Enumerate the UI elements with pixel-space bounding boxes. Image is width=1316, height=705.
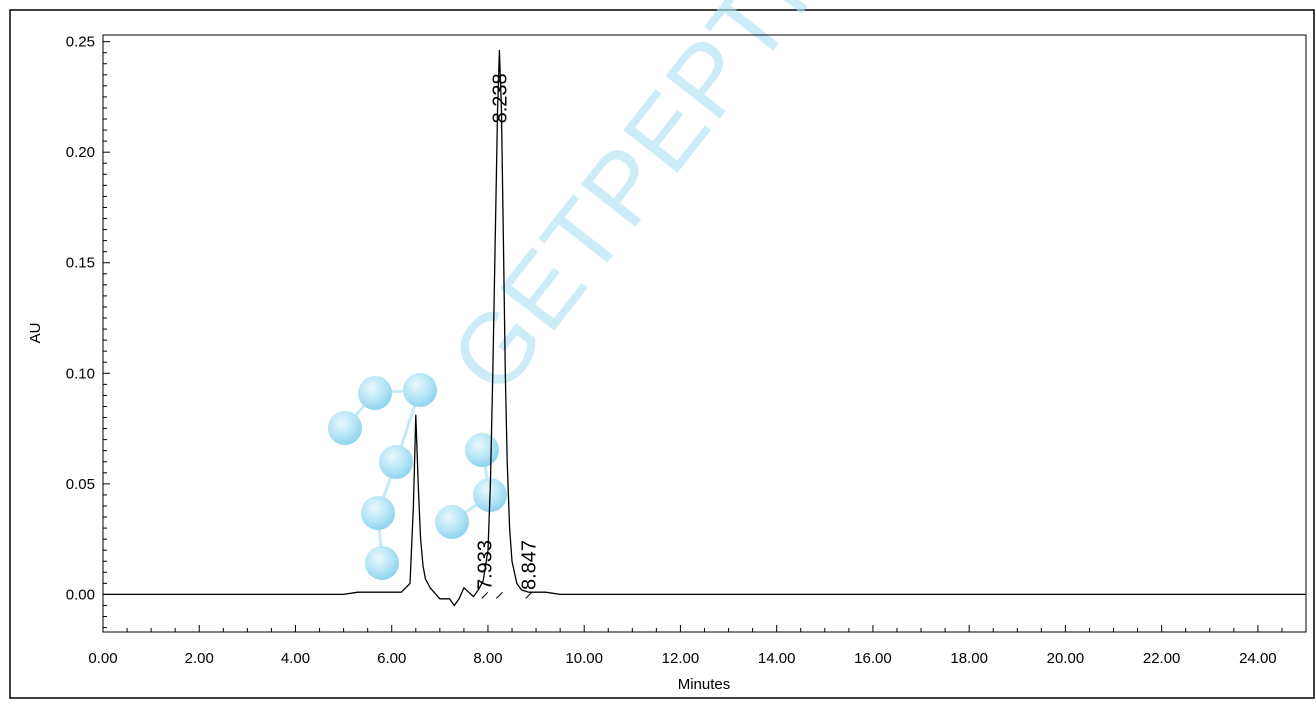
y-axis-title: AU [27,323,44,344]
peak-label: 8.238 [489,73,511,123]
y-tick-label: 0.05 [66,476,95,493]
x-tick-label: 14.00 [758,650,796,667]
outer-frame [9,9,1315,699]
x-tick-label: 18.00 [950,650,988,667]
y-tick-label: 0.10 [66,365,95,382]
x-tick-label: 4.00 [281,650,310,667]
x-tick-label: 16.00 [854,650,892,667]
x-tick-label: 10.00 [565,650,603,667]
axis-tick-labels: 0.00 2.00 4.00 6.00 8.00 10.00 12.00 14.00 16.00… [66,34,1277,667]
y-tick-label: 0.00 [66,586,95,603]
x-axis-title: Minutes [678,676,731,693]
peak-marker [496,592,503,599]
axis-ticks [102,41,1307,632]
peak-marker [481,592,489,599]
y-tick-label: 0.15 [66,255,95,272]
y-tick-label: 0.20 [66,144,95,161]
y-tick-label: 0.25 [66,34,95,51]
trace-group [103,49,1306,607]
x-tick-label: 0.00 [88,650,117,667]
chromatogram-trace [103,49,1306,607]
peak-label-group: 7.933 8.238 8.847 [475,73,541,599]
x-tick-label: 12.00 [662,650,700,667]
x-tick-label: 24.00 [1239,650,1277,667]
x-tick-label: 22.00 [1143,650,1181,667]
x-tick-label: 20.00 [1047,650,1085,667]
x-tick-label: 6.00 [377,650,406,667]
peak-label: 8.847 [519,540,541,590]
peak-label: 7.933 [475,540,497,590]
x-tick-label: 8.00 [473,650,502,667]
peak-marker [525,592,533,599]
x-tick-label: 2.00 [185,650,214,667]
